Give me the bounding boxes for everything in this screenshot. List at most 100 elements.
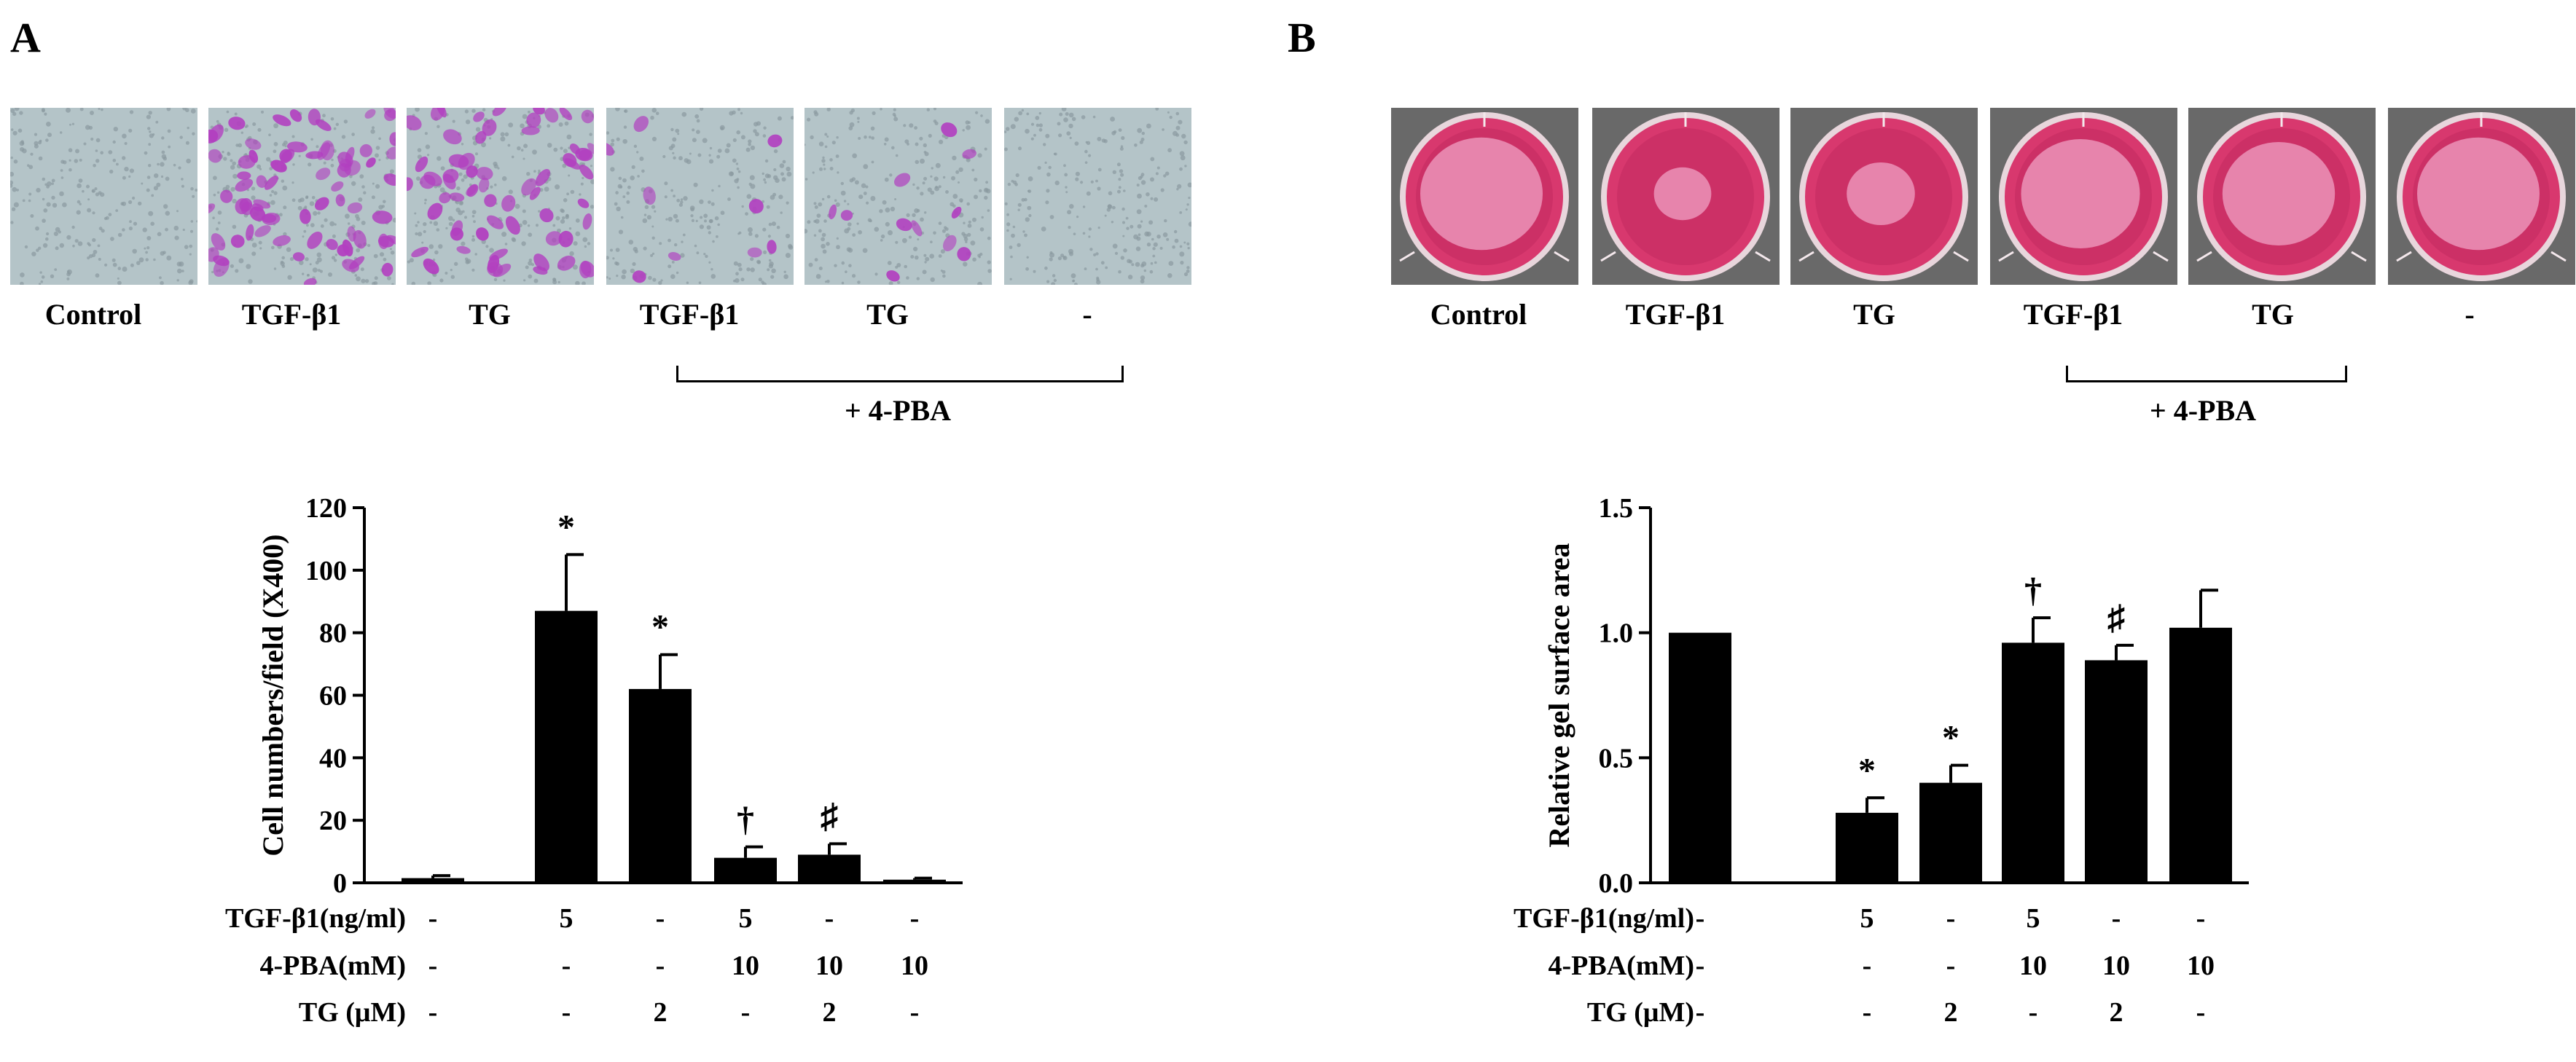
bar [2169,627,2232,883]
micrograph-image [10,108,197,285]
treatment-cell: - [1863,997,1872,1028]
panel-a: A + 4-PBA 0 20 40 60 80 100 120 Cell numbers/fi… [10,14,1191,1028]
panel-letter: A [10,14,41,61]
treatment-row-label: 4-PBA(mM) [260,951,406,981]
significance-marker: ♯ [821,797,838,835]
bar [2002,642,2064,883]
treatment-cell: 10 [2019,951,2047,981]
y-axis-label: Relative gel surface area [1543,543,1575,848]
gel-well-photo [2388,108,2575,285]
micrograph-image [407,108,594,285]
treatment-cell: 5 [2027,903,2040,934]
treatment-cell: 2 [654,997,668,1028]
bar [1836,812,1898,883]
treatment-row-label: TG (μM) [299,997,406,1028]
treatment-cell: - [1946,903,1956,934]
y-tick-label: 20 [319,806,347,836]
gel-well-photo [1592,108,1780,285]
transwell-micrograph [208,108,396,285]
transwell-micrograph [407,108,594,285]
bar [1919,782,1982,883]
treatment-cell: 2 [823,997,837,1028]
treatment-cell: - [910,997,920,1028]
gel-well-photo [1391,108,1578,285]
transwell-micrograph [1004,108,1191,285]
well-image [1592,108,1780,285]
image-label: TGF-β1 [241,298,342,331]
treatment-cell: 10 [2187,951,2215,981]
significance-marker: * [1942,719,1960,758]
treatment-cell: 5 [560,903,573,934]
y-tick-label: 60 [319,681,347,712]
image-label: TG [866,298,909,331]
treatment-cell: - [910,903,920,934]
image-label: TGF-β1 [1625,298,1726,331]
treatment-cell: - [562,997,571,1028]
treatment-cell: 10 [815,951,843,981]
micrograph-image [606,108,794,285]
treatment-bracket [2066,366,2347,382]
treatment-cell: - [1696,951,1705,981]
significance-marker: * [1858,751,1876,790]
y-tick-label: 0 [333,868,347,899]
treatment-cell: - [1863,951,1872,981]
treatment-bracket-label: + 4-PBA [2149,394,2257,427]
treatment-row-label: TG (μM) [1587,997,1694,1028]
treatment-bracket [676,366,1124,382]
treatment-bracket-label: + 4-PBA [844,394,952,427]
micrograph-image [804,108,992,285]
treatment-cell: - [825,903,834,934]
treatment-cell: - [428,997,438,1028]
transwell-micrograph [10,108,197,285]
image-label: TG [469,298,511,331]
treatment-cell: - [2029,997,2038,1028]
treatment-cell: - [656,903,665,934]
bar [1669,632,1731,883]
treatment-cell: - [428,951,438,981]
bar [629,688,692,883]
gel-well-photo [1790,108,1978,285]
transwell-micrograph [606,108,794,285]
bar-chart: 0.0 0.5 1.0 1.5 Relative gel surface area * * †… [1514,493,2249,1028]
bar [2085,660,2148,883]
treatment-cell: 2 [1944,997,1958,1028]
y-tick-label: 0.0 [1599,868,1634,899]
treatment-cell: - [656,951,665,981]
image-label: - [1082,298,1092,331]
well-image [1990,108,2177,285]
well-image [1790,108,1978,285]
treatment-cell: 5 [739,903,753,934]
treatment-cell: 5 [1860,903,1874,934]
y-tick-label: 0.5 [1599,743,1634,774]
significance-marker: ♯ [2107,599,2125,637]
image-label: - [2465,298,2475,331]
treatment-cell: 2 [2110,997,2123,1028]
treatment-row-label: TGF-β1(ng/ml) [225,903,406,934]
bar-chart: 0 20 40 60 80 100 120 Cell numbers/field (X400)… [225,493,963,1028]
treatment-cell: - [2112,903,2121,934]
bar [535,610,598,883]
treatment-cell: - [428,903,438,934]
y-tick-label: 100 [305,556,347,586]
treatment-cell: - [1946,951,1956,981]
treatment-cell: 10 [732,951,759,981]
treatment-row-label: 4-PBA(mM) [1549,951,1694,981]
y-axis-label: Cell numbers/field (X400) [257,534,289,856]
significance-marker: * [651,608,669,647]
image-label: TGF-β1 [2023,298,2123,331]
bar [714,857,777,883]
significance-marker: † [737,801,754,839]
treatment-cell: 10 [901,951,928,981]
y-tick-label: 1.0 [1599,618,1634,649]
image-label: Control [1430,298,1527,331]
treatment-cell: - [741,997,751,1028]
image-label: TGF-β1 [639,298,740,331]
treatment-cell: - [2196,903,2206,934]
gel-well-photo [2188,108,2376,285]
image-label: Control [44,298,142,331]
y-tick-label: 120 [305,493,347,524]
y-tick-label: 80 [319,618,347,649]
micrograph-image [1004,108,1191,285]
y-tick-label: 1.5 [1599,493,1634,524]
gel-well-photo [1990,108,2177,285]
